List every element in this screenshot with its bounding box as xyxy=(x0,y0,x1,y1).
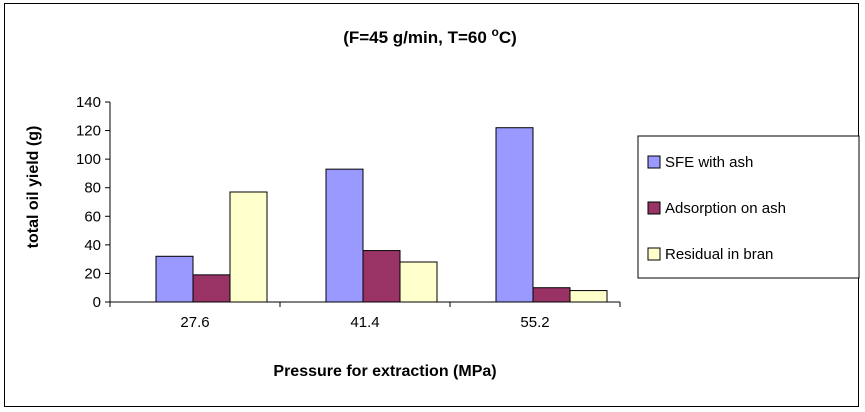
bar-residual-in-bran-41.4 xyxy=(399,261,438,303)
bar-sfe-with-ash-27.6 xyxy=(155,255,194,303)
bar-sfe-with-ash-41.4 xyxy=(325,168,364,303)
x-axis-title: Pressure for extraction (MPa) xyxy=(273,363,496,380)
bar-adsorption-on-ash-27.6 xyxy=(192,274,231,303)
y-tick-label: 120 xyxy=(76,123,101,140)
y-axis-title: total oil yield (g) xyxy=(25,126,42,249)
chart-title: (F=45 g/min, T=60 oC) xyxy=(343,25,517,47)
legend-label: Adsorption on ash xyxy=(665,200,786,217)
y-tick-label: 60 xyxy=(84,208,101,225)
legend-swatch xyxy=(647,247,661,261)
bar-residual-in-bran-55.2 xyxy=(569,290,608,303)
legend: SFE with ash Adsorption on ash Residual in… xyxy=(637,135,860,279)
bar-sfe-with-ash-55.2 xyxy=(495,127,534,303)
legend-box xyxy=(637,135,860,279)
legend-label: Residual in bran xyxy=(665,246,773,263)
y-tick-label: 100 xyxy=(76,151,101,168)
legend-label: SFE with ash xyxy=(665,154,753,171)
y-tick-label: 20 xyxy=(84,265,101,282)
bar-adsorption-on-ash-41.4 xyxy=(362,250,401,303)
bar-adsorption-on-ash-55.2 xyxy=(532,287,571,303)
bar-residual-in-bran-27.6 xyxy=(229,191,268,303)
legend-swatch xyxy=(647,155,661,169)
y-tick-label: 140 xyxy=(76,94,101,111)
legend-swatch xyxy=(647,201,661,215)
x-tick-label: 55.2 xyxy=(520,314,549,331)
plot-area: 0 20 40 60 80 100 120 140 27.6 41.4 55.2 xyxy=(76,94,621,331)
x-tick-label: 27.6 xyxy=(180,314,209,331)
y-tick-label: 40 xyxy=(84,237,101,254)
y-tick-label: 80 xyxy=(84,180,101,197)
x-tick-label: 41.4 xyxy=(350,314,379,331)
y-tick-label: 0 xyxy=(93,294,101,311)
